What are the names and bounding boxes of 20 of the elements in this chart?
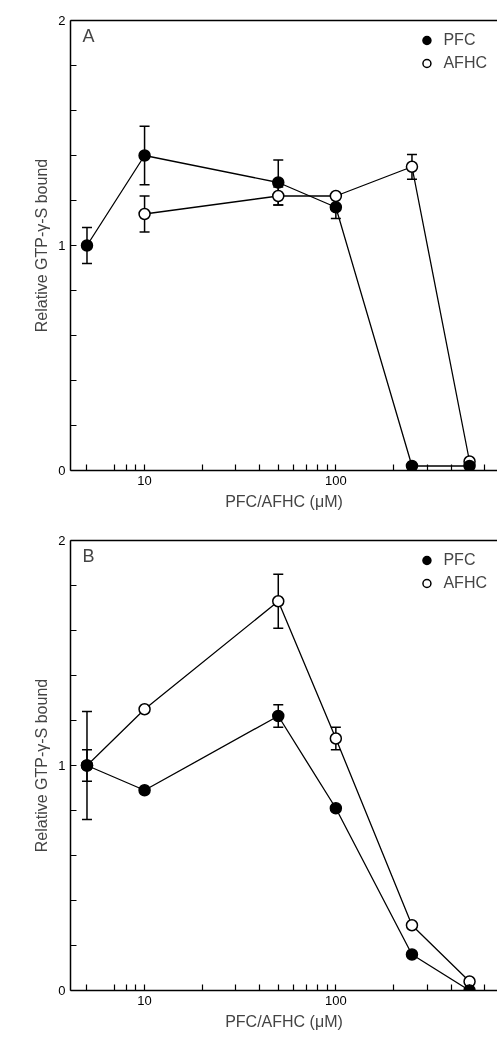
- y-tick-label: 0: [58, 983, 66, 998]
- legend-label: AFHC: [443, 54, 487, 72]
- y-axis-title: Relative GTP-γ-S bound: [33, 158, 51, 333]
- x-axis-title: PFC/AFHC (μM): [225, 1012, 343, 1030]
- y-tick-label: 2: [58, 533, 66, 548]
- y-axis-title: Relative GTP-γ-S bound: [33, 678, 51, 853]
- y-tick-label: 2: [58, 13, 66, 28]
- x-tick-label: 100: [325, 472, 347, 488]
- y-tick-label: 0: [58, 463, 66, 478]
- legend-label: PFC: [443, 551, 476, 569]
- x-tick-label: 100: [325, 992, 347, 1008]
- y-tick-label: 1: [58, 758, 66, 773]
- legend-label: PFC: [443, 31, 476, 49]
- x-tick-label: 10: [137, 992, 152, 1008]
- annotation: B: [82, 545, 95, 566]
- y-tick-label: 1: [58, 238, 66, 253]
- annotation: A: [82, 25, 95, 46]
- x-tick-label: 10: [137, 472, 152, 488]
- x-axis-title: PFC/AFHC (μM): [225, 492, 343, 510]
- legend-label: AFHC: [443, 574, 487, 592]
